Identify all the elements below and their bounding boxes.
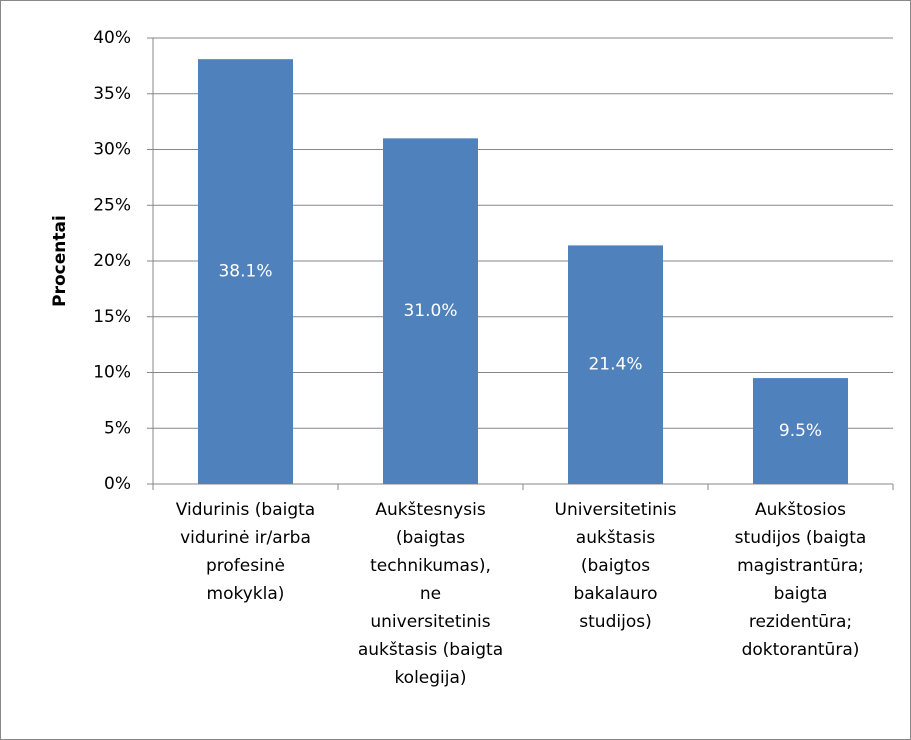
data-label: 9.5% (779, 421, 822, 441)
y-tick-label: 40% (93, 28, 131, 48)
y-axis-title: Procentai (50, 215, 70, 307)
x-tick-label: Vidurinis (baigta vidurinė ir/arba profe… (175, 500, 316, 604)
y-tick-label: 25% (93, 195, 131, 215)
y-tick-label: 10% (93, 363, 131, 383)
data-label: 38.1% (218, 262, 272, 282)
y-tick-label: 5% (104, 418, 131, 438)
bar (383, 138, 478, 484)
y-tick-label: 35% (93, 84, 131, 104)
x-tick-label: Aukštosios studijos (baigta magistrantūr… (734, 500, 867, 660)
bar (568, 245, 663, 484)
x-tick-label: Aukštesnysis (baigtas technikumas), ne u… (357, 500, 504, 688)
data-label: 31.0% (403, 301, 457, 321)
y-tick-label: 0% (104, 474, 131, 494)
x-tick-label: Universitetinis aukštasis (baigtos bakal… (554, 500, 677, 632)
bar (753, 378, 848, 484)
y-tick-label: 20% (93, 251, 131, 271)
data-label: 21.4% (588, 355, 642, 375)
y-tick-label: 15% (93, 307, 131, 327)
bar (198, 59, 293, 485)
y-tick-label: 30% (93, 140, 131, 160)
